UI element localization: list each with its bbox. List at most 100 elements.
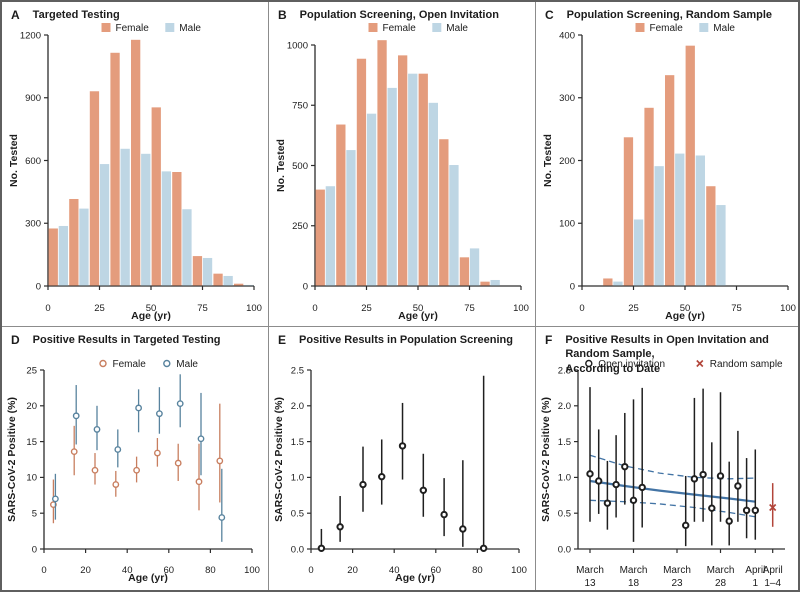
svg-text:400: 400: [559, 30, 575, 41]
svg-text:80: 80: [205, 565, 216, 576]
svg-text:23: 23: [671, 578, 683, 589]
svg-text:0: 0: [308, 565, 313, 576]
svg-text:0: 0: [579, 303, 584, 314]
svg-text:40: 40: [389, 565, 400, 576]
svg-text:0.0: 0.0: [558, 544, 571, 555]
svg-text:900: 900: [25, 93, 41, 104]
svg-text:SARS-CoV-2 Positive (%): SARS-CoV-2 Positive (%): [6, 397, 18, 522]
panel-b-chart: 0 250 500 750 1000 0 25 50 75 100 No. Tested Age (y…: [275, 23, 529, 322]
svg-text:18: 18: [628, 578, 640, 589]
svg-text:50: 50: [413, 303, 424, 314]
svg-text:0.5: 0.5: [558, 509, 571, 520]
svg-text:300: 300: [25, 219, 41, 230]
svg-text:1: 1: [753, 578, 759, 589]
svg-text:Age (yr): Age (yr): [128, 572, 168, 584]
svg-text:Age (yr): Age (yr): [395, 572, 435, 584]
svg-text:600: 600: [25, 156, 41, 167]
panel-c-chart: 0 100 200 300 400 0 25 50 75 100 No. Tested Age (yr…: [542, 23, 796, 322]
svg-text:Female: Female: [383, 23, 417, 34]
svg-text:50: 50: [146, 303, 157, 314]
svg-text:1.0: 1.0: [558, 473, 571, 484]
panel-a: A Targeted Testing 0 300 600 900 1200 0 25 50 75…: [2, 2, 268, 326]
svg-text:0: 0: [36, 281, 41, 292]
svg-text:25: 25: [628, 303, 639, 314]
svg-text:5: 5: [32, 509, 37, 520]
svg-text:Male: Male: [176, 359, 198, 370]
svg-text:Open invitation: Open invitation: [598, 359, 665, 370]
svg-text:Female: Female: [650, 23, 684, 34]
svg-text:75: 75: [464, 303, 475, 314]
svg-text:0: 0: [570, 281, 575, 292]
panel-b: B Population Screening, Open Invitation …: [269, 2, 535, 326]
svg-text:20: 20: [347, 565, 358, 576]
svg-text:250: 250: [292, 221, 308, 232]
svg-text:0: 0: [303, 281, 308, 292]
svg-text:March: March: [707, 565, 735, 576]
svg-text:20: 20: [80, 565, 91, 576]
svg-text:1.5: 1.5: [558, 437, 571, 448]
svg-text:75: 75: [197, 303, 208, 314]
svg-text:Age (yr): Age (yr): [665, 310, 705, 322]
svg-text:Male: Male: [713, 23, 735, 34]
svg-text:15: 15: [26, 437, 37, 448]
svg-text:75: 75: [731, 303, 742, 314]
svg-text:200: 200: [559, 156, 575, 167]
svg-text:1000: 1000: [287, 40, 308, 51]
panel-d: D Positive Results in Targeted Testing 0…: [2, 327, 268, 590]
svg-text:60: 60: [431, 565, 442, 576]
svg-text:Random sample: Random sample: [710, 359, 783, 370]
svg-text:25: 25: [94, 303, 105, 314]
svg-text:1.5: 1.5: [291, 437, 304, 448]
svg-text:Age (yr): Age (yr): [398, 310, 438, 322]
panel-f-chart: 0.0 0.5 1.0 1.5 2.0 2.5 March 13 March 18 March 23 M…: [540, 359, 785, 589]
svg-text:750: 750: [292, 101, 308, 112]
svg-text:10: 10: [26, 473, 37, 484]
svg-text:SARS-CoV-2 Positive (%): SARS-CoV-2 Positive (%): [273, 397, 285, 522]
svg-text:No. Tested: No. Tested: [275, 139, 287, 192]
svg-text:0: 0: [41, 565, 46, 576]
svg-text:100: 100: [780, 303, 796, 314]
svg-text:20: 20: [26, 401, 37, 412]
svg-text:100: 100: [244, 565, 260, 576]
svg-text:60: 60: [164, 565, 175, 576]
svg-text:0: 0: [45, 303, 50, 314]
svg-text:1–4: 1–4: [764, 578, 781, 589]
svg-text:40: 40: [122, 565, 133, 576]
horizontal-divider: [2, 326, 798, 327]
svg-text:April: April: [745, 565, 765, 576]
svg-text:March: March: [576, 565, 604, 576]
svg-text:2.5: 2.5: [291, 365, 304, 376]
svg-text:13: 13: [584, 578, 596, 589]
svg-text:100: 100: [511, 565, 527, 576]
svg-text:100: 100: [513, 303, 529, 314]
svg-text:Male: Male: [446, 23, 468, 34]
svg-text:100: 100: [559, 219, 575, 230]
svg-text:March: March: [663, 565, 691, 576]
svg-text:80: 80: [472, 565, 483, 576]
svg-text:No. Tested: No. Tested: [8, 134, 20, 187]
svg-text:50: 50: [680, 303, 691, 314]
vertical-divider-2: [535, 2, 536, 590]
svg-text:0: 0: [32, 544, 37, 555]
svg-text:2.5: 2.5: [558, 365, 571, 376]
panel-f: F Positive Results in Open Invitation an…: [536, 327, 798, 590]
svg-text:500: 500: [292, 161, 308, 172]
svg-text:25: 25: [361, 303, 372, 314]
svg-text:Age (yr): Age (yr): [131, 310, 171, 322]
panel-e: E Positive Results in Population Screeni…: [269, 327, 535, 590]
svg-text:April: April: [763, 565, 783, 576]
panel-a-chart: 0 300 600 900 1200 0 25 50 75 100 No. Tested Age (y…: [8, 23, 262, 322]
vertical-divider-1: [268, 2, 269, 590]
svg-text:0: 0: [312, 303, 317, 314]
svg-text:2.0: 2.0: [558, 401, 571, 412]
svg-text:No. Tested: No. Tested: [542, 134, 554, 187]
svg-text:100: 100: [246, 303, 262, 314]
svg-text:Male: Male: [179, 23, 201, 34]
panel-e-chart: 0.0 0.5 1.0 1.5 2.0 2.5 0 20 40 60 80 100 SARS-CoV-2…: [273, 365, 527, 584]
svg-text:March: March: [620, 565, 648, 576]
panel-d-chart: 0 5 10 15 20 25 0 20 40 60 80 100 SARS-CoV-2 Positiv…: [6, 359, 260, 584]
svg-text:300: 300: [559, 93, 575, 104]
svg-text:Female: Female: [116, 23, 150, 34]
svg-text:SARS-CoV-2 Positive (%): SARS-CoV-2 Positive (%): [540, 397, 552, 522]
